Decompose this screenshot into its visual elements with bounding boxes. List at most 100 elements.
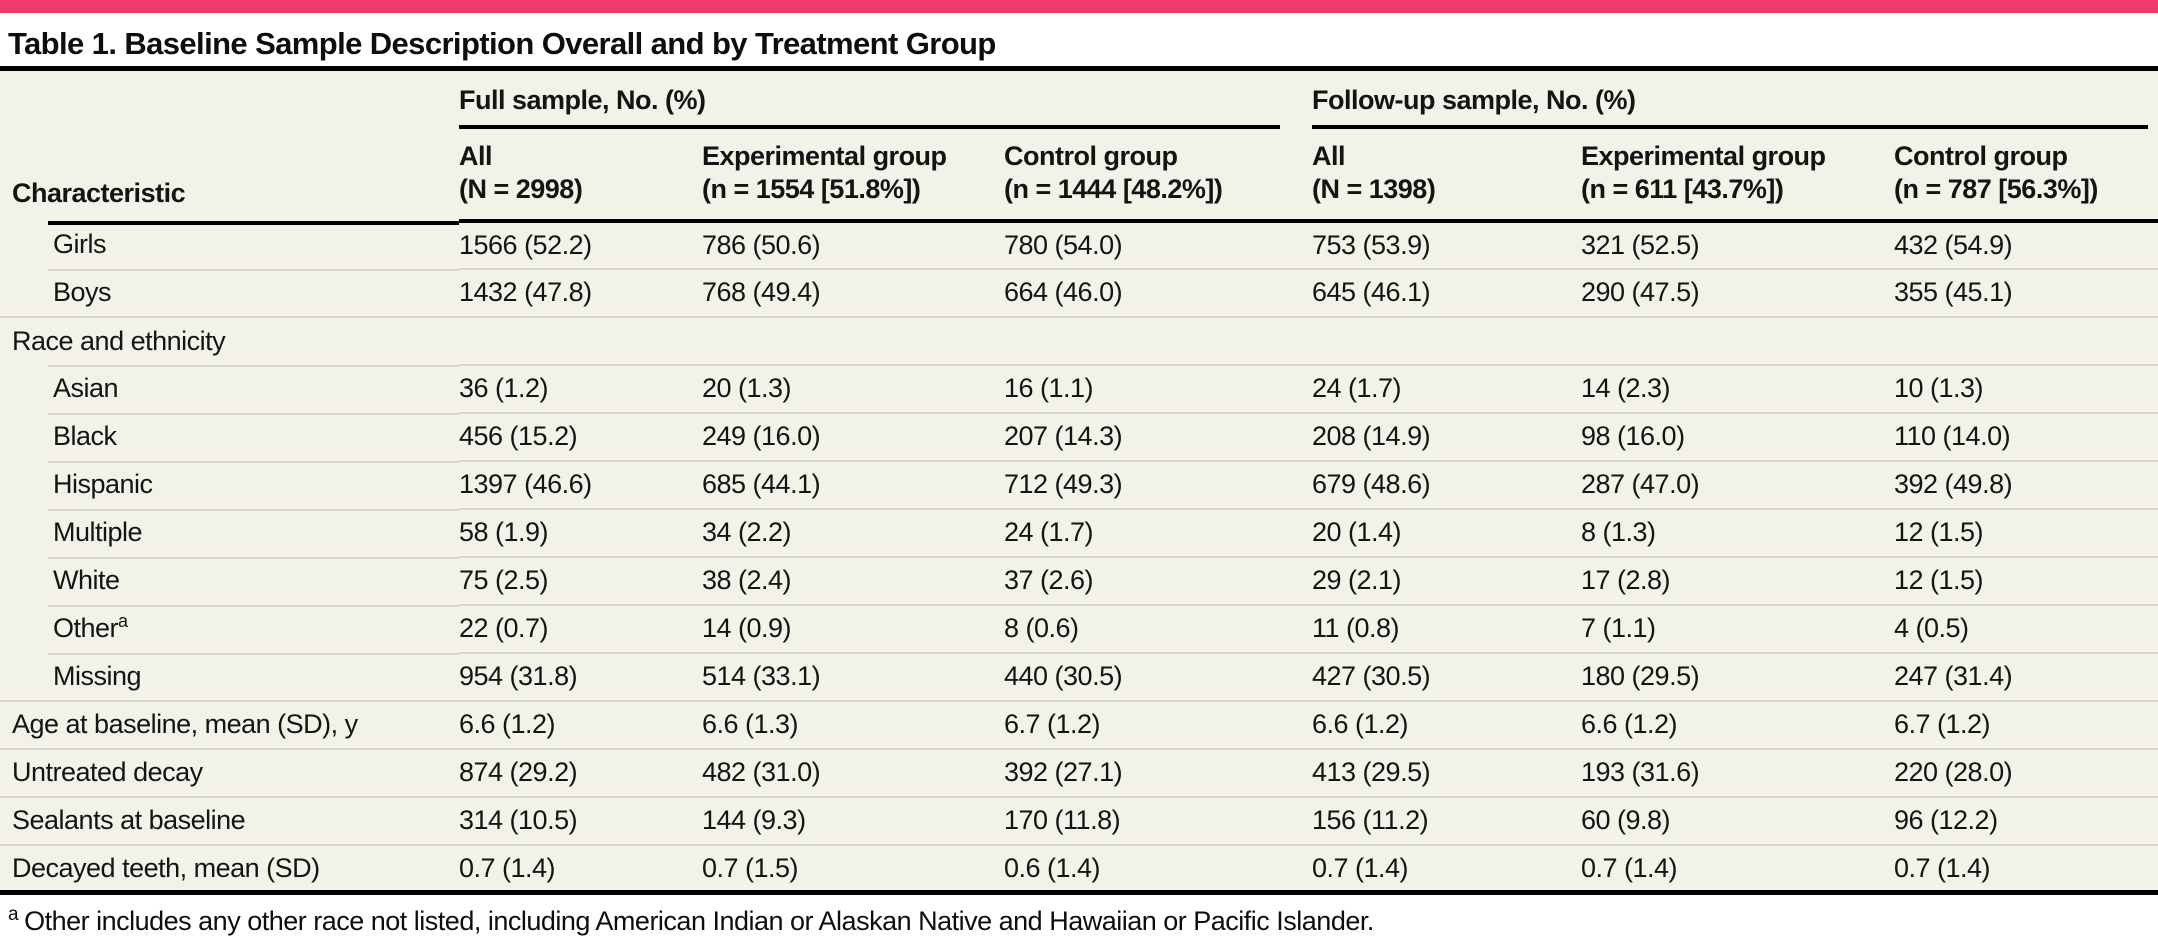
accent-bar: [0, 0, 2158, 13]
table-cell: [1312, 315, 1581, 365]
table-cell: 12 (1.5): [1894, 507, 2158, 557]
column-header-line1: All: [1312, 141, 1346, 171]
column-header-row: All (N = 2998) Experimental group (n = 1…: [0, 129, 2158, 221]
table-cell: 6.6 (1.2): [459, 699, 702, 749]
table-row: Untreated decay 874 (29.2) 482 (31.0) 392 (…: [0, 747, 2158, 797]
table-cell: 17 (2.8): [1581, 555, 1894, 605]
table-row: Hispanic 1397 (46.6) 685 (44.1) 712 (49.3) 6…: [0, 459, 2158, 509]
table-cell: 34 (2.2): [702, 507, 1004, 557]
row-label: White: [0, 556, 459, 605]
table-row: Othera 22 (0.7) 14 (0.9) 8 (0.6) 11 (0.8) 7 (…: [0, 603, 2158, 653]
group-header-full-sample-label: Full sample, No. (%): [459, 71, 1280, 129]
table-cell: 6.6 (1.2): [1581, 699, 1894, 749]
table-header: Characteristic Full sample, No. (%) Foll…: [0, 69, 2158, 221]
table-row: White 75 (2.5) 38 (2.4) 37 (2.6) 29 (2.1) 17 …: [0, 555, 2158, 605]
column-header-line2: (N = 1398): [1312, 173, 1436, 204]
table-cell: [1004, 315, 1312, 365]
column-header-line2: (n = 1444 [48.2%]): [1004, 173, 1223, 204]
table-cell: 440 (30.5): [1004, 651, 1312, 701]
table-cell: 24 (1.7): [1312, 363, 1581, 413]
table-cell: 14 (0.9): [702, 603, 1004, 653]
table-cell: 1432 (47.8): [459, 267, 702, 317]
table-cell: [702, 315, 1004, 365]
column-header-line1: Control group: [1894, 141, 2068, 171]
table-cell: 0.6 (1.4): [1004, 843, 1312, 893]
table-cell: 645 (46.1): [1312, 267, 1581, 317]
row-label: Untreated decay: [0, 747, 459, 797]
table-cell: 38 (2.4): [702, 555, 1004, 605]
table-title: Table 1. Baseline Sample Description Ove…: [8, 26, 996, 61]
table-cell: 20 (1.3): [702, 363, 1004, 413]
table-cell: 75 (2.5): [459, 555, 702, 605]
row-label: Missing: [0, 652, 459, 701]
table-cell: 355 (45.1): [1894, 267, 2158, 317]
row-label: Decayed teeth, mean (SD): [0, 843, 459, 893]
table-cell: 482 (31.0): [702, 747, 1004, 797]
table-cell: [459, 315, 702, 365]
row-label: Black: [0, 412, 459, 461]
table-cell: 8 (1.3): [1581, 507, 1894, 557]
table-cell: 16 (1.1): [1004, 363, 1312, 413]
table-cell: 0.7 (1.5): [702, 843, 1004, 893]
table-cell: [1894, 315, 2158, 365]
baseline-characteristics-table: Characteristic Full sample, No. (%) Foll…: [0, 66, 2158, 896]
table-cell: 4 (0.5): [1894, 603, 2158, 653]
column-header-followup-control: Control group (n = 787 [56.3%]): [1894, 129, 2158, 221]
table-row: Decayed teeth, mean (SD) 0.7 (1.4) 0.7 (1.…: [0, 843, 2158, 893]
table-cell: 249 (16.0): [702, 411, 1004, 461]
table-cell: 685 (44.1): [702, 459, 1004, 509]
table-cell: 58 (1.9): [459, 507, 702, 557]
table-cell: 6.7 (1.2): [1894, 699, 2158, 749]
table-cell: 6.6 (1.2): [1312, 699, 1581, 749]
row-label: Othera: [0, 604, 459, 653]
table-cell: 98 (16.0): [1581, 411, 1894, 461]
table-row: Boys 1432 (47.8) 768 (49.4) 664 (46.0) 645 (…: [0, 267, 2158, 317]
table-cell: 7 (1.1): [1581, 603, 1894, 653]
table-cell: 874 (29.2): [459, 747, 702, 797]
row-label: Girls: [0, 220, 459, 269]
column-header-line1: Control group: [1004, 141, 1178, 171]
table-cell: 664 (46.0): [1004, 267, 1312, 317]
table-row: Asian 36 (1.2) 20 (1.3) 16 (1.1) 24 (1.7) 14 …: [0, 363, 2158, 413]
table-cell: 1397 (46.6): [459, 459, 702, 509]
row-label: Sealants at baseline: [0, 795, 459, 845]
table-cell: 432 (54.9): [1894, 218, 2158, 269]
table-cell: 10 (1.3): [1894, 363, 2158, 413]
column-header-full-all: All (N = 2998): [459, 129, 702, 221]
table-cell: 207 (14.3): [1004, 411, 1312, 461]
group-header-row: Characteristic Full sample, No. (%) Foll…: [0, 69, 2158, 208]
table-cell: 36 (1.2): [459, 363, 702, 413]
column-header-line2: (n = 1554 [51.8%]): [702, 173, 921, 204]
row-label: Hispanic: [0, 460, 459, 509]
table-cell: 6.6 (1.3): [702, 699, 1004, 749]
table-cell: 11 (0.8): [1312, 603, 1581, 653]
row-label: Boys: [0, 268, 459, 317]
table-cell: 14 (2.3): [1581, 363, 1894, 413]
table-row: Race and ethnicity: [0, 315, 2158, 365]
table-cell: 514 (33.1): [702, 651, 1004, 701]
table-cell: 6.7 (1.2): [1004, 699, 1312, 749]
table-cell: 768 (49.4): [702, 267, 1004, 317]
table-cell: 679 (48.6): [1312, 459, 1581, 509]
table-cell: 392 (49.8): [1894, 459, 2158, 509]
column-header-line1: All: [459, 141, 493, 171]
table-cell: 220 (28.0): [1894, 747, 2158, 797]
table-cell: 0.7 (1.4): [1894, 843, 2158, 893]
table-cell: 37 (2.6): [1004, 555, 1312, 605]
table-cell: 20 (1.4): [1312, 507, 1581, 557]
footnote-marker: a: [8, 904, 19, 926]
table-cell: 786 (50.6): [702, 218, 1004, 269]
table-cell: 753 (53.9): [1312, 218, 1581, 269]
table-cell: 180 (29.5): [1581, 651, 1894, 701]
table-cell: 413 (29.5): [1312, 747, 1581, 797]
table-row: Missing 954 (31.8) 514 (33.1) 440 (30.5) 427…: [0, 651, 2158, 701]
table-cell: 1566 (52.2): [459, 218, 702, 269]
group-header-full-sample: Full sample, No. (%): [459, 69, 1312, 129]
table-cell: 22 (0.7): [459, 603, 702, 653]
table-row: Sealants at baseline 314 (10.5) 144 (9.3) 1…: [0, 795, 2158, 845]
table-cell: 60 (9.8): [1581, 795, 1894, 845]
table-cell: 392 (27.1): [1004, 747, 1312, 797]
table-cell: 208 (14.9): [1312, 411, 1581, 461]
footnote: a Other includes any other race not liste…: [0, 895, 2158, 937]
